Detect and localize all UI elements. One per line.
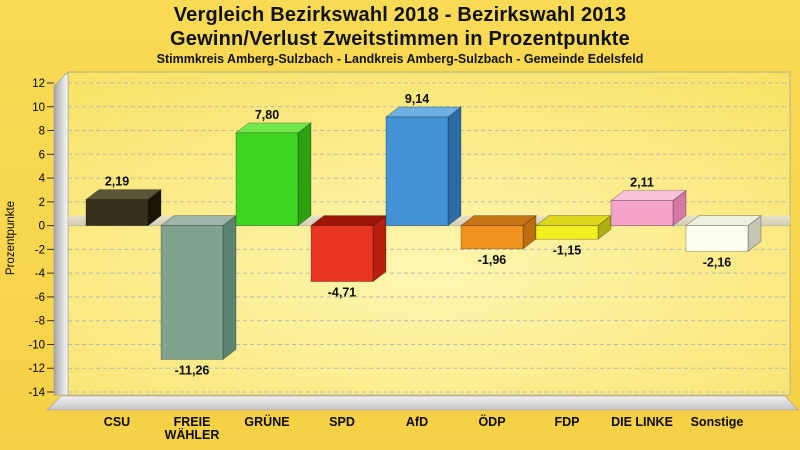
y-tick-label: 8 [39,126,45,138]
bar-side-face [447,106,462,227]
category-label-line: GRÜNE [244,414,289,429]
y-tick-label: -8 [35,316,45,328]
category-label-GRÜNE: GRÜNE [244,414,289,429]
bar-group-GRÜNE: 7,80 [234,108,313,227]
category-label-AfD: AfD [406,415,428,429]
category-label-CSU: CSU [104,415,130,429]
category-label-line: WÄHLER [165,427,220,442]
bar-group-FDP: -1,15 [534,214,613,257]
bar-front-face [235,132,299,226]
category-label-line: FDP [555,415,580,429]
chart-title-line1: Vergleich Bezirkswahl 2018 - Bezirkswahl… [173,4,627,26]
bar-value-label: -1,15 [553,243,582,257]
bar-top-face [159,215,238,226]
bar-top-face [384,106,463,118]
bar-top-face [609,190,688,201]
bar-top-face [84,189,163,200]
bar-front-face [385,116,449,226]
y-tick-label: 2 [39,197,45,209]
category-label-SPD: SPD [329,415,355,429]
chart-header: Vergleich Bezirkswahl 2018 - Bezirkswahl… [0,3,800,66]
bar-side-face [297,122,312,227]
y-tick-label: -10 [28,339,45,351]
category-label-Sonstige: Sonstige [691,415,744,429]
bar-top-face [309,215,388,226]
bar-top-face [234,122,313,134]
bar-group-CSU: 2,19 [84,175,163,227]
bar-front-face [85,199,149,226]
y-tick-label: -4 [35,268,46,280]
bar-group-FREIE WÄHLER: -11,26 [159,214,238,377]
category-label-FREIE WÄHLER: FREIEWÄHLER [165,415,220,442]
bar-front-face [610,200,674,226]
y-tick-label: -14 [28,387,45,399]
category-label-line: FREIE [174,415,211,429]
y-tick-label: -6 [35,292,45,304]
bar-front-face [310,225,374,282]
y-tick-label: -2 [35,244,45,256]
y-tick-label: -12 [28,363,45,375]
category-label-line: AfD [406,415,428,429]
bar-group-Sonstige: -2,16 [684,214,763,269]
bar-front-face [160,225,224,360]
chart-subtitle: Stimmkreis Amberg-Sulzbach - Landkreis A… [156,52,644,66]
bar-side-face [372,214,387,283]
bar-group-SPD: -4,71 [309,214,388,300]
category-label-line: ÖDP [478,414,505,429]
y-tick-label: 0 [39,221,45,233]
bar-value-label: -1,96 [478,253,507,267]
bar-value-label: 7,80 [255,108,279,122]
bar-front-face [685,225,749,252]
category-label-FDP: FDP [555,415,580,429]
left-wall [53,71,69,396]
bar-top-face [534,215,613,226]
y-tick-label: 10 [32,102,45,114]
category-label-line: Sonstige [691,415,744,429]
y-axis-title: Prozentpunkte [5,201,17,275]
y-tick-label: 6 [39,149,45,161]
bar-value-label: -11,26 [175,363,210,377]
bar-side-face [222,214,237,361]
y-tick-label: 12 [32,78,45,90]
bar-top-face [684,215,763,226]
bar-group-AfD: 9,14 [384,92,463,227]
bar-group-DIE LINKE: 2,11 [609,176,688,227]
floor [46,395,799,411]
bar-value-label: 9,14 [405,92,429,106]
category-label-line: SPD [329,415,355,429]
chart-title-line2: Gewinn/Verlust Zweitstimmen in Prozentpu… [170,28,630,50]
bar-group-ÖDP: -1,96 [459,214,538,267]
bar-front-face [460,225,524,250]
bar-value-label: -4,71 [328,286,357,300]
bar-front-face [535,225,599,240]
bar-top-face [459,215,538,226]
category-label-ÖDP: ÖDP [478,414,505,429]
bar-value-label: 2,19 [105,175,129,189]
y-tick-label: 4 [39,173,46,185]
category-label-line: DIE LINKE [611,415,673,429]
bar-value-label: -2,16 [703,255,732,269]
bar-value-label: 2,11 [630,176,654,190]
category-label-line: CSU [104,415,130,429]
category-label-DIE LINKE: DIE LINKE [611,415,673,429]
